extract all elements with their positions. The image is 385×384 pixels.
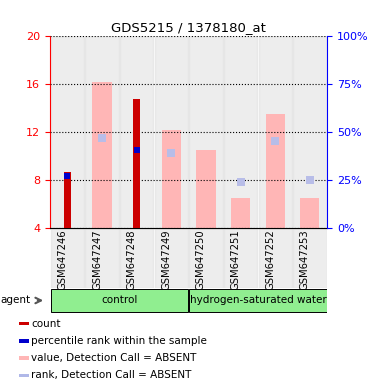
Text: GSM647251: GSM647251 [231,230,241,290]
Bar [300,199,320,228]
Text: rank, Detection Call = ABSENT: rank, Detection Call = ABSENT [31,370,191,381]
Text: agent: agent [0,295,30,305]
Bar [266,114,285,228]
Title: GDS5215 / 1378180_at: GDS5215 / 1378180_at [111,21,266,34]
Bar [133,99,141,228]
Bar [224,228,257,288]
Text: GSM647252: GSM647252 [265,230,275,290]
Bar [85,36,119,228]
Bar [231,199,250,228]
Bar [196,151,216,228]
Text: value, Detection Call = ABSENT: value, Detection Call = ABSENT [31,353,196,363]
Bar [51,36,84,228]
Bar [92,82,112,228]
Bar [64,172,71,228]
Text: GSM647249: GSM647249 [161,230,171,290]
Text: GSM647246: GSM647246 [57,230,67,290]
Text: hydrogen-saturated water: hydrogen-saturated water [189,295,326,305]
Text: count: count [31,318,61,329]
Bar [85,228,119,288]
Bar [189,289,326,312]
Bar [259,36,292,228]
Bar [19,339,29,343]
Bar [189,36,223,228]
Bar [19,374,29,377]
Bar [51,228,84,288]
Bar [51,289,188,312]
Bar [189,228,223,288]
Text: GSM647248: GSM647248 [127,230,137,290]
Bar [155,36,188,228]
Text: percentile rank within the sample: percentile rank within the sample [31,336,207,346]
Bar [293,36,326,228]
Text: GSM647250: GSM647250 [196,230,206,290]
Bar [293,228,326,288]
Text: GSM647247: GSM647247 [92,230,102,290]
Bar [19,356,29,360]
Text: control: control [101,295,137,305]
Bar [224,36,257,228]
Bar [259,228,292,288]
Bar [162,130,181,228]
Bar [120,36,153,228]
Bar [155,228,188,288]
Text: GSM647253: GSM647253 [300,230,310,290]
Bar [120,228,153,288]
Bar [19,322,29,325]
